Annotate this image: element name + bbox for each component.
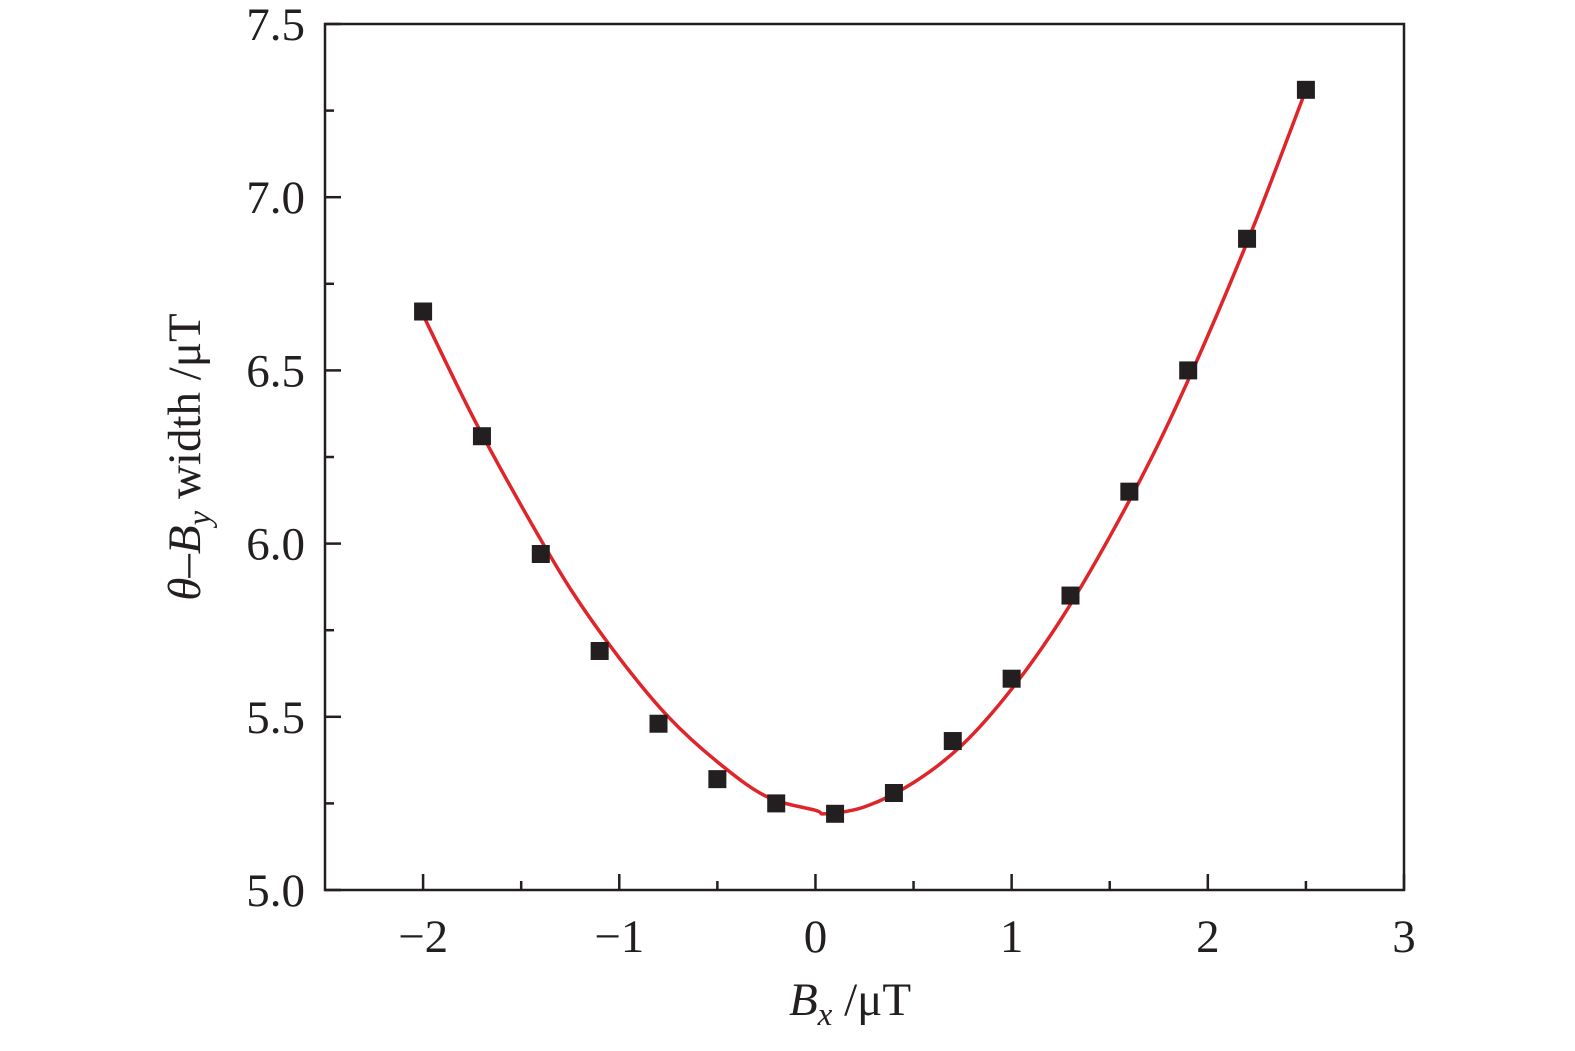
data-point-marker [1296,80,1315,99]
x-tick-label: 0 [804,911,828,963]
data-point-marker [414,302,433,321]
x-tick-label: −2 [398,911,448,963]
data-point-marker [1120,482,1139,501]
y-axis-label-rest: width /μT [159,313,211,511]
y-tick-label: 6.5 [246,345,305,397]
data-point-marker [1179,361,1198,380]
x-axis-label-var: B [789,974,818,1026]
data-point-marker [1002,669,1021,688]
data-point-marker [767,794,786,813]
x-axis-label-sub: x [817,997,833,1033]
y-tick-label: 7.0 [246,172,305,224]
series-layer [414,80,1315,823]
y-axis-label-sub: y [182,510,218,528]
y-axis-tick-labels: 5.0 5.5 6.0 6.5 7.0 7.5 [246,0,305,917]
data-point-marker [826,804,845,823]
plot-frame [323,22,1406,892]
data-point-marker [708,770,727,789]
x-axis-label-unit: /μT [832,974,911,1026]
x-axis-ticks [421,874,1406,890]
data-point-marker [649,714,668,733]
plot-area [323,22,1406,892]
data-point-marker [1238,229,1257,248]
y-axis-label: θ–By width /μT [159,313,218,600]
x-axis-tick-labels: −2 −1 0 1 2 3 [398,911,1416,963]
data-point-marker [943,732,962,751]
y-tick-label: 6.0 [246,519,305,571]
y-axis-label-prefix: θ–B [159,525,211,600]
data-point-marker [590,641,609,660]
data-point-marker [472,427,491,446]
x-axis-label: Bx /μT [789,974,911,1033]
y-axis-ticks [325,22,341,892]
fit-curve-line [421,89,1308,816]
x-tick-label: 3 [1392,911,1416,963]
y-tick-label: 5.5 [246,692,305,744]
y-tick-label: 7.5 [246,0,305,51]
x-tick-label: 2 [1196,911,1220,963]
y-tick-label: 5.0 [246,865,305,917]
data-point-marker [1061,586,1080,605]
data-point-marker [884,784,903,803]
data-point-marker [531,544,550,563]
x-tick-label: −1 [594,911,644,963]
x-tick-label: 1 [1000,911,1024,963]
